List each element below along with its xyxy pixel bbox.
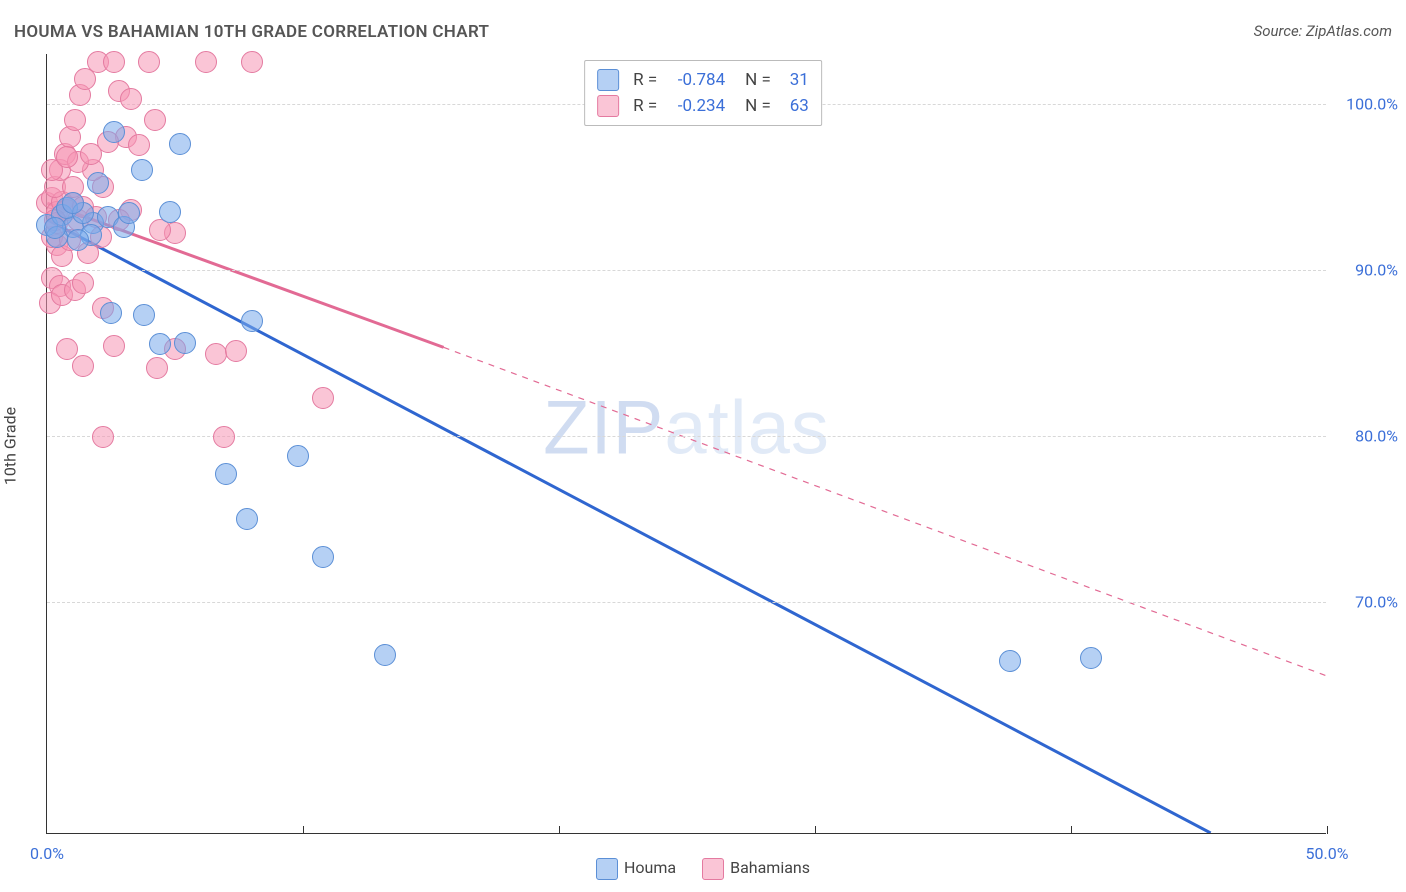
n-label: N = — [745, 96, 771, 116]
scatter-point-bahamians — [205, 343, 227, 365]
scatter-point-houma — [1080, 647, 1102, 669]
scatter-point-bahamians — [195, 51, 217, 73]
x-tick-label: 0.0% — [30, 844, 64, 863]
x-tick — [815, 826, 816, 834]
stats-row: R = -0.234 N = 63 — [597, 93, 809, 119]
scatter-point-houma — [133, 304, 155, 326]
scatter-point-houma — [103, 121, 125, 143]
scatter-point-houma — [999, 650, 1021, 672]
scatter-point-bahamians — [120, 88, 142, 110]
r-value: -0.234 — [665, 96, 725, 116]
trend-line — [47, 220, 1210, 833]
scatter-point-houma — [215, 463, 237, 485]
legend-swatch — [597, 95, 619, 117]
scatter-point-bahamians — [213, 426, 235, 448]
watermark-atlas: atlas — [664, 385, 830, 470]
watermark: ZIPatlas — [543, 384, 830, 471]
gridline-h — [47, 270, 1326, 271]
scatter-point-houma — [159, 201, 181, 223]
scatter-point-houma — [241, 310, 263, 332]
r-value: -0.784 — [665, 70, 725, 90]
legend-label: Bahamians — [730, 858, 810, 877]
legend-swatch — [597, 69, 619, 91]
scatter-point-bahamians — [103, 51, 125, 73]
scatter-point-bahamians — [312, 387, 334, 409]
stats-row: R = -0.784 N = 31 — [597, 67, 809, 93]
watermark-zip: ZIP — [543, 385, 664, 470]
scatter-point-houma — [312, 546, 334, 568]
legend-label: Houma — [624, 858, 676, 877]
r-label: R = — [633, 96, 657, 116]
scatter-point-houma — [67, 229, 89, 251]
scatter-point-bahamians — [72, 355, 94, 377]
scatter-point-bahamians — [56, 146, 78, 168]
scatter-point-houma — [44, 217, 66, 239]
legend-swatch — [596, 858, 618, 880]
series-legend: Houma Bahamians — [596, 858, 810, 880]
scatter-point-bahamians — [92, 426, 114, 448]
scatter-point-bahamians — [103, 335, 125, 357]
r-label: R = — [633, 70, 657, 90]
x-tick — [303, 826, 304, 834]
legend-swatch — [702, 858, 724, 880]
scatter-point-bahamians — [128, 134, 150, 156]
scatter-point-bahamians — [64, 109, 86, 131]
scatter-point-houma — [174, 332, 196, 354]
y-tick-label: 100.0% — [1346, 94, 1398, 113]
trend-line — [444, 347, 1326, 675]
scatter-point-houma — [374, 644, 396, 666]
gridline-h — [47, 436, 1326, 437]
scatter-point-bahamians — [146, 357, 168, 379]
scatter-point-bahamians — [80, 143, 102, 165]
y-tick-label: 90.0% — [1355, 260, 1398, 279]
y-tick-label: 70.0% — [1355, 592, 1398, 611]
scatter-point-houma — [118, 202, 140, 224]
scatter-point-houma — [149, 333, 171, 355]
scatter-point-houma — [287, 445, 309, 467]
scatter-point-houma — [62, 192, 84, 214]
y-tick-label: 80.0% — [1355, 426, 1398, 445]
scatter-point-houma — [169, 133, 191, 155]
chart-source: Source: ZipAtlas.com — [1254, 22, 1392, 40]
n-value: 63 — [779, 96, 809, 116]
chart-title: HOUMA VS BAHAMIAN 10TH GRADE CORRELATION… — [14, 22, 489, 42]
scatter-point-bahamians — [241, 51, 263, 73]
scatter-point-houma — [131, 159, 153, 181]
scatter-point-houma — [87, 172, 109, 194]
y-axis-label: 10th Grade — [1, 407, 20, 485]
n-value: 31 — [779, 70, 809, 90]
scatter-point-bahamians — [144, 109, 166, 131]
x-tick — [559, 826, 560, 834]
stats-legend: R = -0.784 N = 31 R = -0.234 N = 63 — [584, 60, 822, 126]
plot-area: ZIPatlas 0.0%50.0% — [46, 54, 1326, 834]
x-tick — [1327, 826, 1328, 834]
scatter-point-bahamians — [138, 51, 160, 73]
scatter-point-houma — [236, 508, 258, 530]
trend-lines-svg — [47, 54, 1326, 833]
legend-item: Houma — [596, 858, 676, 880]
n-label: N = — [745, 70, 771, 90]
legend-item: Bahamians — [702, 858, 810, 880]
gridline-h — [47, 602, 1326, 603]
scatter-point-bahamians — [225, 340, 247, 362]
scatter-point-bahamians — [72, 272, 94, 294]
x-tick — [1071, 826, 1072, 834]
scatter-point-houma — [100, 302, 122, 324]
x-tick-label: 50.0% — [1306, 844, 1349, 863]
